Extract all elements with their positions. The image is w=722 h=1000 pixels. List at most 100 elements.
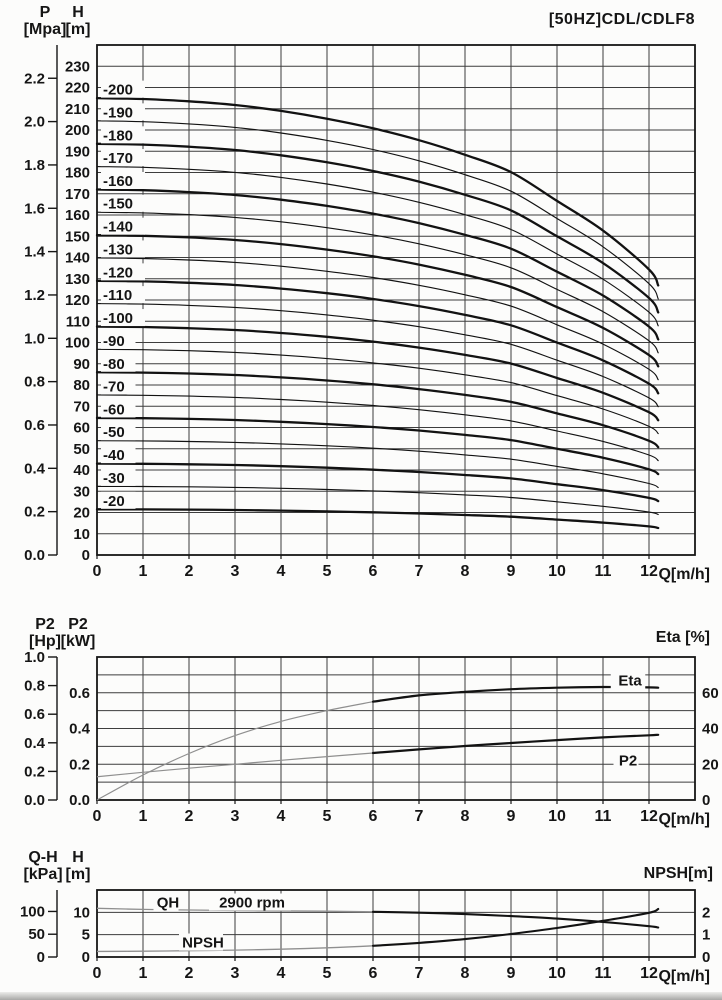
pump-curve-label-20-halo (101, 491, 136, 509)
npsh-curve (371, 907, 660, 947)
pump-curve-label-200: -200 (103, 82, 133, 99)
pump-curve-80 (95, 371, 660, 449)
pressure-axis-title-symbol: P (39, 4, 51, 21)
eta-tick-label: 40 (702, 721, 719, 738)
pump-curve-180 (95, 142, 660, 314)
kw-tick-label: 0.0 (69, 792, 90, 809)
pump-curve-label-140: -140 (103, 219, 133, 236)
head-tick-label: 10 (73, 526, 90, 543)
head-chart-border (96, 44, 696, 556)
eta-axis-title: Eta [%] (655, 629, 710, 646)
qh-curve-label-halo (153, 893, 179, 911)
pressure-axis-title-unit: [Mpa] (23, 21, 67, 38)
head-chart-x-tick-label: 10 (548, 563, 566, 580)
stage-head-tick-label: 5 (82, 927, 90, 944)
pump-curve-label-70: -70 (103, 378, 125, 395)
npsh-chart-x-tick-label: 4 (277, 965, 286, 982)
pump-curve-label-50: -50 (103, 424, 125, 441)
head-tick-label: 190 (65, 143, 90, 160)
head-tick-label: 180 (65, 165, 90, 182)
head-tick-label: 110 (66, 313, 90, 330)
pump-curve-label-180: -180 (103, 127, 133, 144)
eta-tick-label: 20 (702, 756, 719, 773)
eta-tick-label: 60 (702, 685, 719, 702)
pressure-axis-tick-label: 0.4 (24, 460, 46, 477)
pump-curve-label-80: -80 (103, 356, 125, 373)
head-tick-label: 120 (65, 292, 90, 309)
head-tick-label: 150 (65, 228, 90, 245)
pump-curve-50 (96, 440, 659, 489)
pump-curve-label-110-halo (101, 286, 145, 304)
rpm-annotation: 2900 rpm (219, 895, 285, 912)
p2-curve-label-halo (613, 751, 639, 769)
scan-edge-shadow (0, 992, 722, 1000)
npsh-chart-x-tick-label: 2 (185, 965, 194, 982)
npsh-tick-label: 2 (702, 904, 710, 921)
npsh-chart-x-tick-label: 12 (640, 965, 658, 982)
pressure-axis-tick-label: 2.2 (24, 70, 45, 87)
pump-curve-label-150-halo (101, 194, 145, 212)
pressure-axis-tick-label: 2.0 (24, 114, 45, 131)
pressure-axis-tick-label: 0.6 (24, 417, 45, 434)
npsh-chart-x-tick-label: 0 (93, 965, 102, 982)
power-hp-axis-title-unit: [Hp] (29, 633, 61, 650)
pump-curve-label-110: -110 (103, 287, 132, 304)
power-chart-border (96, 656, 696, 801)
eta-tick-label: 0 (702, 792, 710, 809)
head-chart-x-tick-label: 6 (369, 563, 378, 580)
pump-curve-label-50-halo (101, 423, 136, 441)
hp-axis-tick-label: 0.0 (24, 792, 45, 809)
head-tick-label: 160 (65, 207, 90, 224)
pump-curve-label-130-halo (101, 240, 145, 258)
kw-tick-label: 0.6 (69, 685, 90, 702)
power-chart-x-tick-label: 3 (231, 808, 240, 825)
head-tick-label: 130 (65, 271, 90, 288)
pump-curve-130 (96, 257, 659, 381)
pressure-axis-tick-label: 1.8 (24, 157, 45, 174)
npsh-curve-label: NPSH (182, 935, 224, 952)
pressure-axis-tick-label: 1.0 (24, 330, 45, 347)
pump-curve-label-100: -100 (103, 310, 133, 327)
pump-curve-label-70-halo (101, 377, 136, 395)
pressure-axis-title: P [Mpa] (15, 4, 75, 38)
pump-curve-label-120: -120 (103, 264, 133, 281)
qh-kpa-axis-title-symbol: Q-H (28, 849, 58, 866)
pressure-axis-tick-label: 1.2 (24, 287, 45, 304)
hp-axis-tick-label: 0.2 (24, 763, 45, 780)
power-chart-x-tick-label: 8 (461, 808, 470, 825)
pressure-axis-tick-label: 1.4 (24, 244, 46, 261)
power-chart-x-tick-label: 0 (93, 808, 102, 825)
npsh-chart-x-tick-label: 6 (369, 965, 378, 982)
head-tick-label: 220 (65, 80, 90, 97)
npsh-chart-x-tick-label: 1 (139, 965, 148, 982)
npsh-chart-x-tick-label: 10 (548, 965, 566, 982)
flow-axis-title-top: Q[m/h] (658, 566, 710, 583)
pump-curve-30 (96, 485, 659, 516)
pump-curve-label-190-halo (101, 103, 145, 121)
sheet-title: [50HZ]CDL/CDLF8 (548, 11, 695, 28)
head-tick-label: 40 (73, 462, 90, 479)
pump-curve-120 (95, 279, 660, 395)
head-chart-x-tick-label: 11 (595, 563, 612, 580)
stage-head-axis-title: H [m] (50, 849, 106, 883)
pump-curve-110 (96, 303, 659, 408)
pressure-axis-tick-label: 0.8 (24, 374, 45, 391)
power-chart-x-tick-label: 12 (640, 808, 658, 825)
head-tick-label: 70 (73, 398, 90, 415)
power-hp-axis-title: P2 [Hp] (15, 616, 75, 650)
head-tick-label: 100 (65, 335, 90, 352)
head-chart-x-tick-label: 9 (507, 563, 516, 580)
power-hp-axis-title-symbol: P2 (35, 616, 55, 633)
pump-curve-label-100-halo (101, 309, 145, 327)
npsh-chart-x-tick-label: 5 (323, 965, 332, 982)
pump-curve-label-160-halo (101, 172, 145, 189)
qh-curve (371, 910, 660, 929)
power-chart-x-tick-label: 9 (507, 808, 516, 825)
pump-curve-label-30-halo (101, 468, 136, 486)
npsh-curve-label-halo (179, 933, 223, 951)
head-axis-title: H [m] (48, 4, 108, 38)
head-chart-x-tick-label: 12 (640, 563, 658, 580)
pump-curve-label-60-halo (101, 400, 136, 418)
npsh-chart-x-tick-label: 11 (595, 965, 612, 982)
